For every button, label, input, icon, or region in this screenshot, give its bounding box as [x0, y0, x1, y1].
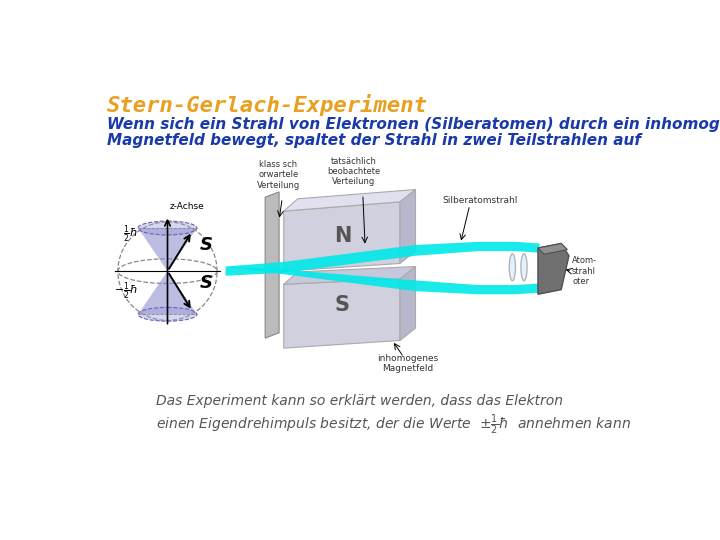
- Polygon shape: [284, 279, 400, 348]
- Text: S: S: [200, 235, 213, 254]
- Text: Wenn sich ein Strahl von Elektronen (Silberatomen) durch ein inhomogenes: Wenn sich ein Strahl von Elektronen (Sil…: [107, 117, 720, 132]
- Ellipse shape: [521, 254, 527, 281]
- Text: $\frac{1}{2}\hbar$: $\frac{1}{2}\hbar$: [123, 224, 138, 245]
- Polygon shape: [138, 228, 197, 271]
- Text: tatsächlich
beobachtete
Verteilung: tatsächlich beobachtete Verteilung: [327, 157, 380, 186]
- Text: Das Experiment kann so erklärt werden, dass das Elektron: Das Experiment kann so erklärt werden, d…: [156, 394, 563, 408]
- Polygon shape: [400, 190, 415, 264]
- Text: einen Eigendrehimpuls besitzt, der die Werte  $\pm\frac{1}{2}\hbar$  annehmen ka: einen Eigendrehimpuls besitzt, der die W…: [156, 413, 631, 437]
- Text: S: S: [200, 274, 213, 292]
- Ellipse shape: [509, 254, 516, 281]
- Polygon shape: [284, 267, 415, 284]
- Text: Atom-
strahl
oter: Atom- strahl oter: [572, 256, 597, 286]
- Polygon shape: [284, 202, 400, 271]
- Polygon shape: [225, 242, 539, 276]
- Polygon shape: [225, 267, 539, 294]
- Text: z-Achse: z-Achse: [170, 202, 204, 211]
- Polygon shape: [265, 192, 279, 338]
- Polygon shape: [538, 244, 569, 294]
- Polygon shape: [138, 271, 197, 314]
- Ellipse shape: [138, 221, 197, 235]
- Bar: [98, 164, 640, 375]
- Ellipse shape: [138, 307, 197, 321]
- Polygon shape: [400, 267, 415, 340]
- Text: S: S: [334, 295, 349, 315]
- Text: Magnetfeld bewegt, spaltet der Strahl in zwei Teilstrahlen auf: Magnetfeld bewegt, spaltet der Strahl in…: [107, 132, 641, 147]
- Text: N: N: [334, 226, 351, 246]
- Polygon shape: [538, 244, 567, 254]
- Text: Silberatomstrahl: Silberatomstrahl: [443, 195, 518, 205]
- Polygon shape: [284, 190, 415, 211]
- Text: klass sch
orwartele
Verteilung: klass sch orwartele Verteilung: [257, 160, 300, 190]
- Text: inhomogenes
Magnetfeld: inhomogenes Magnetfeld: [377, 354, 438, 373]
- Text: $-\frac{1}{2}\hbar$: $-\frac{1}{2}\hbar$: [114, 280, 138, 302]
- Text: Stern-Gerlach-Experiment: Stern-Gerlach-Experiment: [107, 94, 428, 116]
